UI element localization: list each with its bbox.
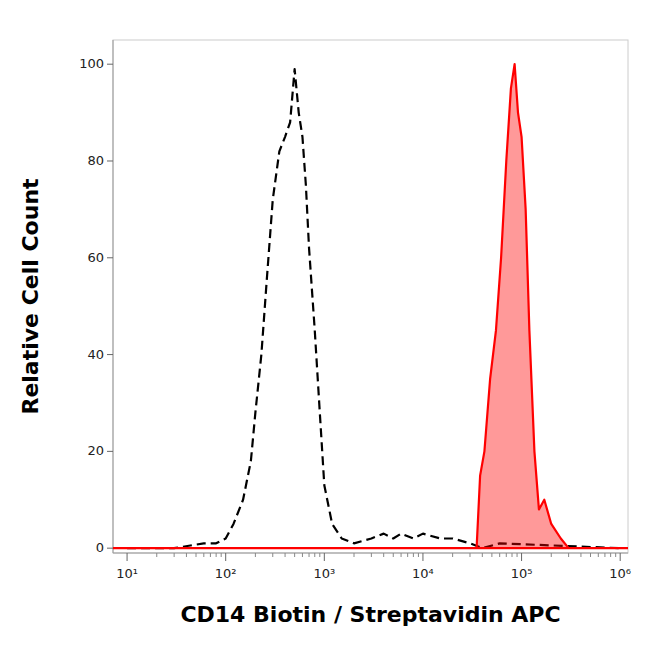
x-minor-tick — [174, 553, 175, 557]
x-tick — [620, 553, 621, 561]
y-tick-label: 100 — [79, 56, 104, 71]
y-tick — [107, 451, 113, 452]
x-minor-tick — [604, 553, 605, 557]
x-minor-tick — [452, 553, 453, 557]
x-minor-tick — [314, 553, 315, 557]
x-tick — [521, 553, 522, 561]
x-minor-tick — [491, 553, 492, 557]
y-tick-label: 60 — [87, 250, 104, 265]
x-minor-tick — [285, 553, 286, 557]
x-minor-tick — [371, 553, 372, 557]
area-series — [113, 64, 628, 548]
x-tick — [127, 553, 128, 561]
x-axis-line — [113, 553, 628, 554]
x-minor-tick — [216, 553, 217, 557]
x-minor-tick — [469, 553, 470, 557]
y-tick — [107, 64, 113, 65]
x-minor-tick — [551, 553, 552, 557]
x-minor-tick — [413, 553, 414, 557]
x-minor-tick — [319, 553, 320, 557]
x-minor-tick — [186, 553, 187, 557]
x-tick — [422, 553, 423, 561]
x-tick — [324, 553, 325, 561]
x-minor-tick — [506, 553, 507, 557]
y-tick — [107, 257, 113, 258]
x-minor-tick — [568, 553, 569, 557]
x-minor-tick — [580, 553, 581, 557]
x-minor-tick — [354, 553, 355, 557]
x-minor-tick — [302, 553, 303, 557]
x-minor-tick — [482, 553, 483, 557]
x-tick-label: 10³ — [313, 566, 335, 581]
x-minor-tick — [221, 553, 222, 557]
y-tick — [107, 354, 113, 355]
x-axis-title: CD14 Biotin / Streptavidin APC — [180, 602, 560, 627]
x-minor-tick — [512, 553, 513, 557]
x-tick-label: 10² — [215, 566, 237, 581]
x-minor-tick — [393, 553, 394, 557]
x-tick-label: 10⁶ — [609, 566, 631, 581]
x-minor-tick — [499, 553, 500, 557]
y-axis-title: Relative Cell Count — [18, 178, 43, 415]
x-minor-tick — [401, 553, 402, 557]
x-minor-tick — [309, 553, 310, 557]
plot-frame — [113, 40, 628, 553]
x-minor-tick — [272, 553, 273, 557]
x-tick-label: 10¹ — [116, 566, 138, 581]
plot-area — [113, 64, 628, 548]
x-minor-tick — [294, 553, 295, 557]
x-tick — [225, 553, 226, 561]
x-minor-tick — [156, 553, 157, 557]
x-minor-tick — [517, 553, 518, 557]
x-minor-tick — [210, 553, 211, 557]
x-tick-label: 10⁴ — [412, 566, 434, 581]
y-axis-line — [113, 40, 114, 553]
x-minor-tick — [407, 553, 408, 557]
x-tick-label: 10⁵ — [511, 566, 533, 581]
x-minor-tick — [598, 553, 599, 557]
y-tick-label: 80 — [87, 153, 104, 168]
x-minor-tick — [418, 553, 419, 557]
line-series — [127, 69, 620, 548]
x-minor-tick — [383, 553, 384, 557]
x-minor-tick — [196, 553, 197, 557]
x-minor-tick — [590, 553, 591, 557]
y-tick — [107, 548, 113, 549]
chart: 10¹ 10² 10³ 10⁴ 10⁵ 10⁶ 0 20 40 60 80 100 CD14 Bioti… — [0, 0, 650, 645]
x-minor-tick — [615, 553, 616, 557]
x-minor-tick — [610, 553, 611, 557]
y-tick-label: 40 — [87, 347, 104, 362]
y-tick — [107, 160, 113, 161]
y-tick-label: 20 — [87, 443, 104, 458]
x-minor-tick — [255, 553, 256, 557]
x-minor-tick — [203, 553, 204, 557]
y-tick-label: 0 — [96, 540, 104, 555]
